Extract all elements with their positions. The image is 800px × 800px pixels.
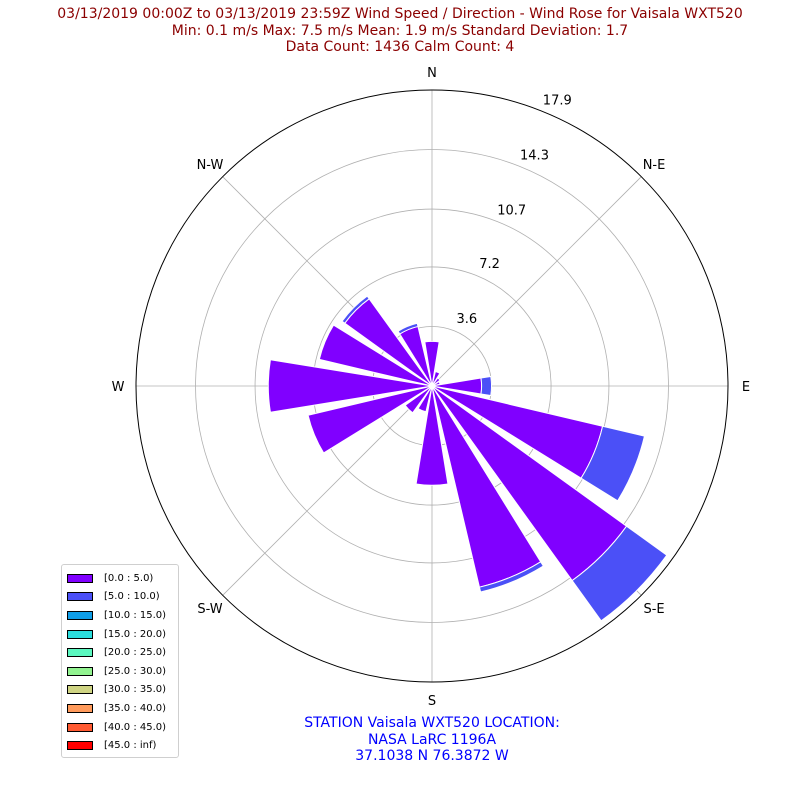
legend-item: [35.0 : 40.0) bbox=[67, 699, 178, 718]
bar-n bbox=[424, 340, 440, 387]
bar-ne bbox=[431, 377, 441, 387]
radial-tick-label: 7.2 bbox=[479, 257, 500, 272]
legend-item: [45.0 : inf) bbox=[67, 736, 178, 755]
polar-frame bbox=[135, 89, 729, 683]
bar-e bbox=[480, 375, 493, 397]
grid-spoke bbox=[431, 176, 642, 387]
legend-swatch bbox=[67, 629, 93, 639]
title-line-1: 03/13/2019 00:00Z to 03/13/2019 23:59Z W… bbox=[57, 6, 743, 22]
legend-label: [5.0 : 10.0) bbox=[104, 591, 160, 603]
compass-label: S bbox=[428, 694, 436, 709]
bar-wnw bbox=[318, 324, 433, 387]
title-line-3: Data Count: 1436 Calm Count: 4 bbox=[285, 39, 515, 55]
legend-swatch bbox=[67, 666, 93, 676]
radial-tick-label: 3.6 bbox=[456, 312, 477, 327]
bar-ese bbox=[580, 425, 646, 502]
bar-ene bbox=[431, 380, 441, 387]
bar-wsw bbox=[307, 385, 433, 454]
radial-tick-label: 10.7 bbox=[497, 204, 526, 219]
legend-swatch bbox=[67, 741, 93, 751]
bar-nne bbox=[431, 370, 441, 387]
legend-label: [0.0 : 5.0) bbox=[104, 572, 154, 584]
title-line-2: Min: 0.1 m/s Max: 7.5 m/s Mean: 1.9 m/s … bbox=[171, 22, 629, 39]
bar-w bbox=[267, 359, 433, 413]
chart-title: 03/13/2019 00:00Z to 03/13/2019 23:59Z W… bbox=[0, 6, 800, 56]
legend-item: [30.0 : 35.0) bbox=[67, 681, 178, 700]
legend-swatch bbox=[67, 685, 93, 695]
legend-label: [20.0 : 25.0) bbox=[104, 647, 167, 659]
legend-swatch bbox=[67, 722, 93, 732]
compass-label: E bbox=[742, 380, 750, 395]
legend-swatch bbox=[67, 610, 93, 620]
bar-nw bbox=[341, 295, 370, 324]
compass-label: N-E bbox=[643, 158, 666, 173]
radial-tick-label: 17.9 bbox=[543, 94, 572, 109]
bar-nnw bbox=[397, 322, 419, 335]
legend-swatch bbox=[67, 648, 93, 658]
legend: [0.0 : 5.0) [5.0 : 10.0) [10.0 : 15.0) [15.… bbox=[61, 564, 179, 758]
radial-tick-label: 14.3 bbox=[520, 149, 549, 164]
compass-label: N bbox=[427, 66, 437, 81]
legend-label: [25.0 : 30.0) bbox=[104, 665, 167, 677]
bar-ssw bbox=[417, 385, 433, 413]
station-line-2: NASA LaRC 1196A bbox=[367, 731, 497, 748]
legend-item: [40.0 : 45.0) bbox=[67, 718, 178, 737]
compass-label: S-E bbox=[643, 602, 664, 617]
legend-swatch bbox=[67, 592, 93, 602]
legend-item: [5.0 : 10.0) bbox=[67, 588, 178, 607]
legend-label: [15.0 : 20.0) bbox=[104, 628, 167, 640]
legend-item: [0.0 : 5.0) bbox=[67, 569, 178, 588]
bar-se bbox=[571, 525, 668, 622]
bar-s bbox=[415, 385, 449, 486]
bar-sse bbox=[478, 561, 544, 593]
legend-item: [15.0 : 20.0) bbox=[67, 625, 178, 644]
station-line-3: 37.1038 N 76.3872 W bbox=[355, 748, 509, 764]
compass-label: W bbox=[112, 380, 125, 395]
legend-label: [30.0 : 35.0) bbox=[104, 684, 167, 696]
legend-label: [35.0 : 40.0) bbox=[104, 702, 167, 714]
bar-sw bbox=[404, 385, 433, 414]
grid-spoke bbox=[222, 385, 433, 596]
legend-swatch bbox=[67, 703, 93, 713]
station-line-1: STATION Vaisala WXT520 LOCATION: bbox=[304, 715, 560, 731]
legend-label: [40.0 : 45.0) bbox=[104, 721, 167, 733]
compass-label: S-W bbox=[197, 602, 222, 617]
legend-label: [45.0 : inf) bbox=[104, 740, 157, 752]
compass-label: N-W bbox=[197, 158, 224, 173]
station-info: STATION Vaisala WXT520 LOCATION: NASA La… bbox=[232, 715, 632, 765]
legend-label: [10.0 : 15.0) bbox=[104, 609, 167, 621]
legend-item: [25.0 : 30.0) bbox=[67, 662, 178, 681]
legend-swatch bbox=[67, 573, 93, 583]
legend-item: [20.0 : 25.0) bbox=[67, 643, 178, 662]
legend-item: [10.0 : 15.0) bbox=[67, 606, 178, 625]
